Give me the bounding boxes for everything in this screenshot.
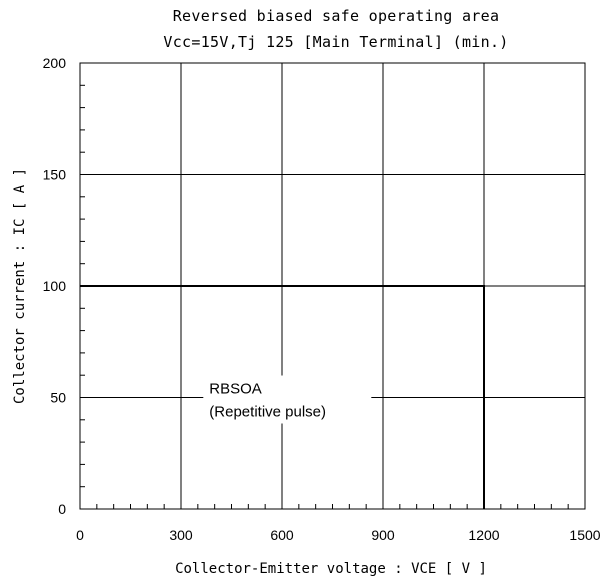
annotation-line2: (Repetitive pulse) <box>209 404 326 421</box>
y-tick-label-4: 200 <box>43 55 67 71</box>
y-tick-label-0: 0 <box>58 501 66 517</box>
minor-ticks <box>80 84 569 509</box>
rbsoa-annotation: RBSOA (Repetitive pulse) <box>203 375 372 424</box>
chart-title-line1: Reversed biased safe operating area <box>173 7 500 25</box>
x-tick-label-2: 600 <box>270 527 294 543</box>
y-axis-label: Collector current : IC [ A ] <box>12 168 28 404</box>
x-tick-label-4: 1200 <box>468 527 499 543</box>
chart-title-line2: Vcc=15V,Tj 125 [Main Terminal] (min.) <box>163 33 508 51</box>
x-tick-label-5: 1500 <box>569 527 600 543</box>
series-layer <box>80 285 485 509</box>
y-tick-label-1: 50 <box>50 390 66 406</box>
plot-frame <box>79 62 586 510</box>
x-axis-label: Collector-Emitter voltage : VCE [ V ] <box>175 561 487 577</box>
series-line-0 <box>80 285 485 509</box>
y-tick-labels: 0 50 100 150 200 <box>43 55 67 517</box>
x-tick-label-0: 0 <box>76 527 84 543</box>
x-tick-label-3: 900 <box>371 527 395 543</box>
annotation-background <box>203 375 372 424</box>
y-tick-label-3: 150 <box>43 167 67 183</box>
x-tick-label-1: 300 <box>169 527 193 543</box>
y-tick-label-2: 100 <box>43 278 67 294</box>
x-tick-labels: 0 300 600 900 1200 1500 <box>76 527 601 543</box>
annotation-line1: RBSOA <box>209 381 262 398</box>
